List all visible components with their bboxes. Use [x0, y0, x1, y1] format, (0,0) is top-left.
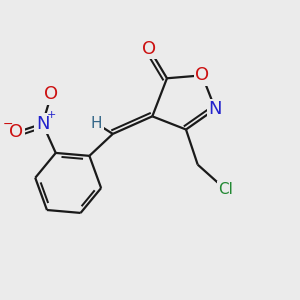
Text: N: N	[36, 115, 49, 133]
Text: H: H	[91, 116, 103, 131]
Text: O: O	[9, 123, 23, 141]
Text: N: N	[208, 100, 222, 118]
Text: +: +	[47, 110, 56, 121]
Text: O: O	[44, 85, 58, 103]
Text: O: O	[142, 40, 157, 58]
Text: O: O	[195, 66, 209, 84]
Text: Cl: Cl	[218, 182, 233, 197]
Text: −: −	[3, 118, 13, 131]
